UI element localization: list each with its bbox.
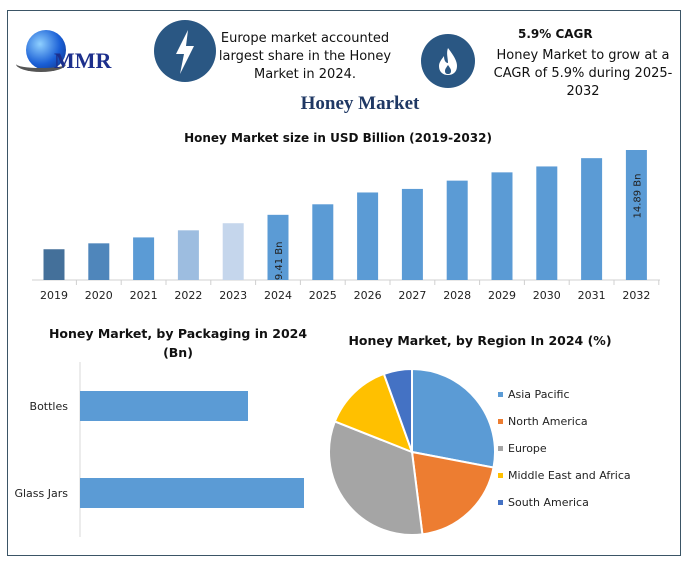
x-tick-label: 2030 xyxy=(533,289,561,302)
bar-2020 xyxy=(88,243,110,280)
bar-2030 xyxy=(536,166,558,280)
bar-chart-title: Honey Market size in USD Billion (2019-2… xyxy=(184,131,492,145)
x-tick-label: 2026 xyxy=(354,289,382,302)
legend-label: Middle East and Africa xyxy=(508,469,631,482)
flame-icon xyxy=(421,34,475,88)
pie-slice-europe xyxy=(328,420,424,536)
x-tick-label: 2023 xyxy=(219,289,247,302)
x-tick-label: 2032 xyxy=(622,289,650,302)
bar-2024 xyxy=(267,214,289,280)
pie-slice-middle-east-and-africa xyxy=(333,372,414,454)
x-tick-label: 2025 xyxy=(309,289,337,302)
bar-2022 xyxy=(177,230,199,280)
legend-swatch xyxy=(498,446,503,451)
x-tick-label: 2027 xyxy=(398,289,426,302)
bar-2029 xyxy=(491,172,513,280)
x-tick-label: 2031 xyxy=(578,289,606,302)
x-tick-label: 2022 xyxy=(174,289,202,302)
packaging-chart-title: Honey Market, by Packaging in 2024 (Bn) xyxy=(48,326,308,360)
bar-2031 xyxy=(581,158,603,280)
mmr-logo: MMR xyxy=(14,26,134,76)
bar-2032 xyxy=(625,150,647,280)
bar-2019 xyxy=(43,249,65,280)
x-tick-label: 2028 xyxy=(443,289,471,302)
page-title: Honey Market xyxy=(300,93,420,114)
infographic-frame xyxy=(7,10,681,556)
bar-2025 xyxy=(312,204,334,280)
highlight-cagr: Honey Market to grow at a CAGR of 5.9% d… xyxy=(493,48,673,99)
legend-label: South America xyxy=(508,496,589,509)
lightning-icon xyxy=(154,20,216,82)
x-tick-label: 2029 xyxy=(488,289,516,302)
bar-2021 xyxy=(133,237,155,280)
pie-chart-title: Honey Market, by Region In 2024 (%) xyxy=(348,333,612,348)
legend-label: Europe xyxy=(508,442,547,455)
bar-2023 xyxy=(222,223,244,280)
x-tick-label: 2020 xyxy=(85,289,113,302)
category-label: Bottles xyxy=(30,400,69,413)
pie-slice-south-america xyxy=(382,367,413,453)
highlight-europe: Europe market accounted largest share in… xyxy=(218,31,392,82)
bar-bottles xyxy=(80,391,248,421)
pie-slice-north-america xyxy=(410,450,495,536)
data-label: 9.41 Bn xyxy=(274,241,285,280)
legend-swatch xyxy=(498,419,503,424)
bar-2028 xyxy=(446,180,468,280)
category-label: Glass Jars xyxy=(14,487,68,500)
x-tick-label: 2019 xyxy=(40,289,68,302)
x-tick-label: 2021 xyxy=(130,289,158,302)
bar-2026 xyxy=(357,192,379,280)
bar-2027 xyxy=(401,188,423,280)
legend-swatch xyxy=(498,500,503,505)
swoosh xyxy=(16,56,66,72)
pie-slice-asia-pacific xyxy=(411,367,496,469)
legend-label: North America xyxy=(508,415,588,428)
bar-glass-jars xyxy=(80,478,304,508)
logo-text: MMR xyxy=(54,48,112,73)
legend-swatch xyxy=(498,473,503,478)
data-label: 14.89 Bn xyxy=(632,173,643,218)
legend-label: Asia Pacific xyxy=(508,388,570,401)
legend-swatch xyxy=(498,392,503,397)
x-tick-label: 2024 xyxy=(264,289,292,302)
cagr-title: 5.9% CAGR xyxy=(518,27,593,41)
